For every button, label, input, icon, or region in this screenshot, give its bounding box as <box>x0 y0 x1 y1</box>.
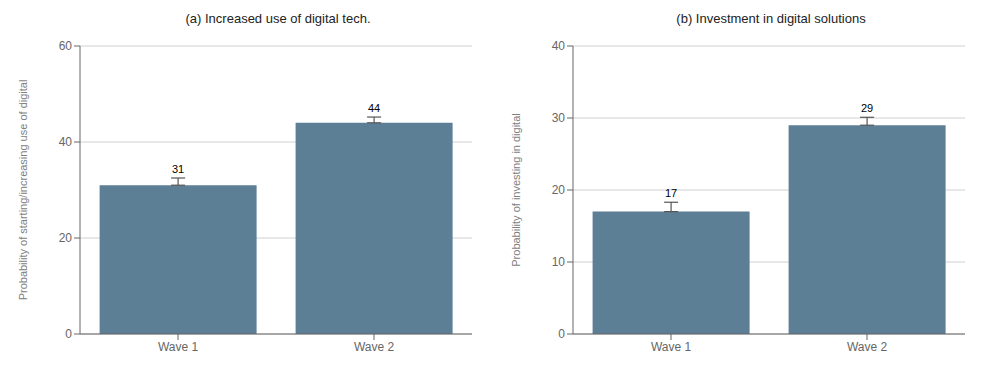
svg-text:30: 30 <box>552 111 566 125</box>
html-text:(a) Increased use of digital t: (a) Increased use of digital tech. <box>185 11 371 26</box>
svg-text:0: 0 <box>65 327 72 341</box>
svg-text:44: 44 <box>368 102 380 114</box>
svg-text:Wave 1: Wave 1 <box>158 340 199 354</box>
html-text:(b) Investment in digital solu: (b) Investment in digital solutions <box>676 11 866 26</box>
svg-text:20: 20 <box>59 231 73 245</box>
svg-text:10: 10 <box>552 255 566 269</box>
svg-text:Probability of starting/increa: Probability of starting/increasing use o… <box>17 80 29 301</box>
svg-text:29: 29 <box>861 102 873 114</box>
svg-text:40: 40 <box>59 135 73 149</box>
svg-text:Wave 1: Wave 1 <box>651 340 692 354</box>
svg-text:60: 60 <box>59 39 73 53</box>
svg-text:Wave 2: Wave 2 <box>354 340 395 354</box>
svg-text:31: 31 <box>172 163 184 175</box>
svg-text:Probability of investing in di: Probability of investing in digital <box>510 113 522 266</box>
svg-text:40: 40 <box>552 39 566 53</box>
svg-text:20: 20 <box>552 183 566 197</box>
svg-text:0: 0 <box>558 327 565 341</box>
svg-text:Wave 2: Wave 2 <box>847 340 888 354</box>
svg-text:17: 17 <box>665 187 677 199</box>
